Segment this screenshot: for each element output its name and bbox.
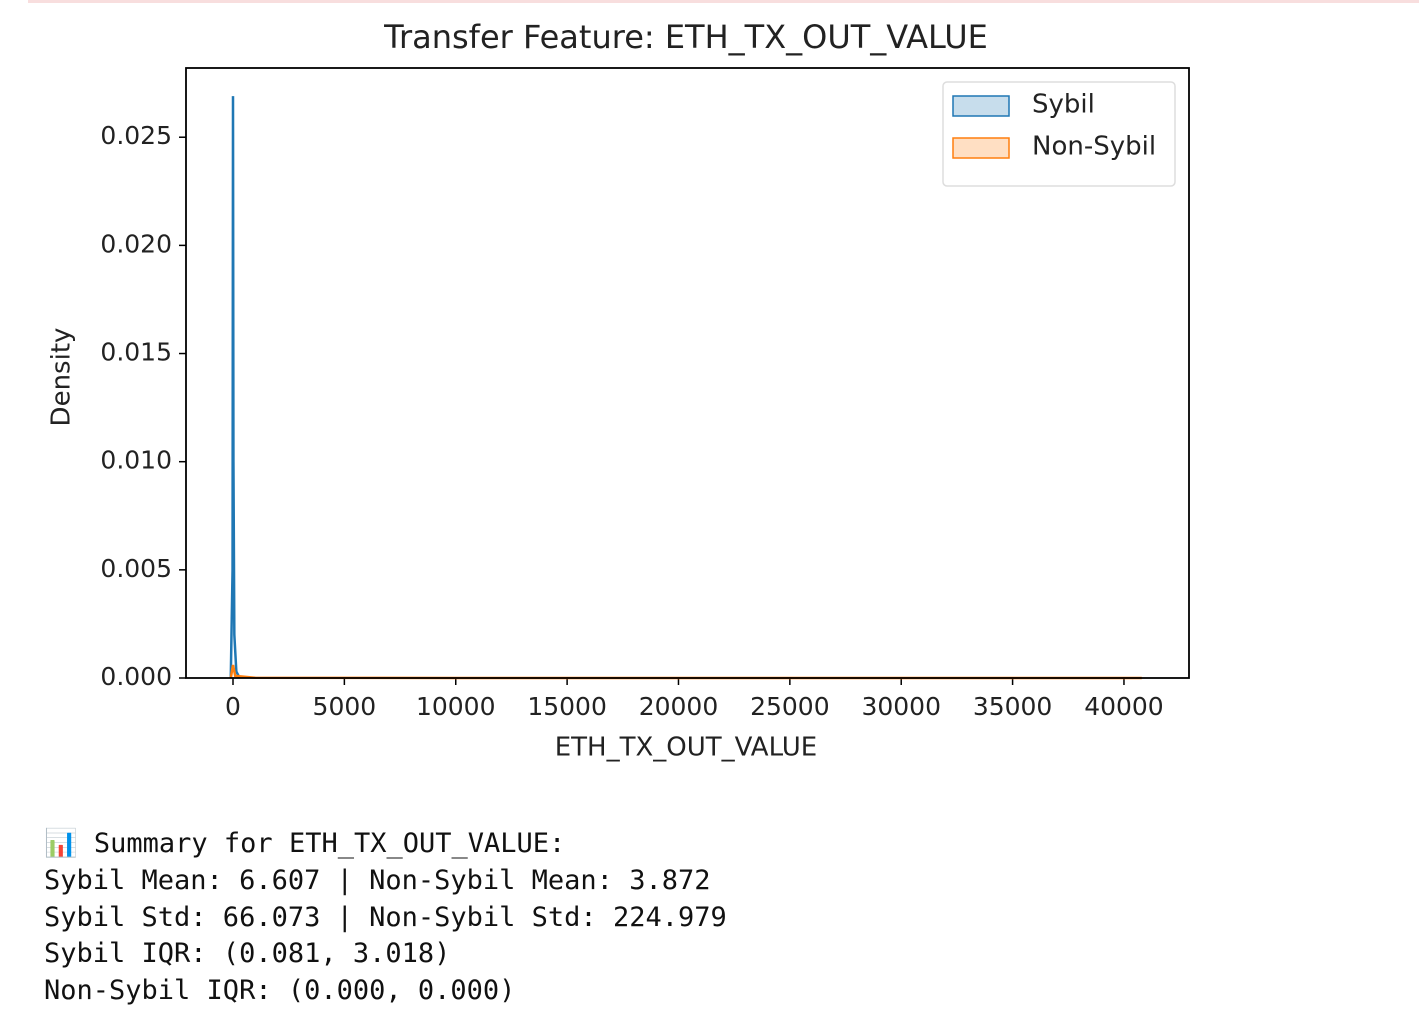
y-tick-label: 0.000 <box>100 662 172 691</box>
x-tick-label: 20000 <box>639 692 719 721</box>
y-tick-label: 0.010 <box>100 446 172 475</box>
x-tick-label: 35000 <box>973 692 1053 721</box>
density-line <box>229 664 1142 680</box>
legend-label: Non-Sybil <box>1032 132 1156 162</box>
summary-output: 📊 Summary for ETH_TX_OUT_VALUE: Sybil Mea… <box>44 826 727 1010</box>
legend-frame <box>942 81 1176 187</box>
x-tick-label: 5000 <box>313 692 377 721</box>
plot-frame <box>185 67 1190 679</box>
legend-label: Sybil <box>1032 90 1095 120</box>
density-line <box>229 96 241 679</box>
summary-line: Sybil Std: 66.073 | Non-Sybil Std: 224.9… <box>44 901 727 933</box>
x-tick-label: 10000 <box>416 692 496 721</box>
x-tick-label: 25000 <box>750 692 830 721</box>
x-tick-label: 30000 <box>861 692 941 721</box>
legend-swatch <box>952 95 1010 117</box>
x-axis-label: ETH_TX_OUT_VALUE <box>555 733 818 763</box>
y-tick-label: 0.005 <box>100 554 172 583</box>
summary-line: Sybil Mean: 6.607 | Non-Sybil Mean: 3.87… <box>44 864 711 896</box>
summary-line: Non-Sybil IQR: (0.000, 0.000) <box>44 975 516 1007</box>
x-tick-label: 0 <box>225 692 241 721</box>
x-tick-label: 40000 <box>1084 692 1164 721</box>
y-axis-label: Density <box>47 328 77 427</box>
y-tick-label: 0.020 <box>100 229 172 258</box>
chart-title: Transfer Feature: ETH_TX_OUT_VALUE <box>383 18 988 56</box>
cell-border <box>28 0 1419 3</box>
summary-line: 📊 Summary for ETH_TX_OUT_VALUE: <box>44 828 566 859</box>
legend: Sybil Non-Sybil <box>942 81 1176 187</box>
chart: Transfer Feature: ETH_TX_OUT_VALUE ETH_T… <box>47 18 1190 763</box>
x-tick-label: 15000 <box>527 692 607 721</box>
summary-line: Sybil IQR: (0.081, 3.018) <box>44 938 451 970</box>
y-tick-label: 0.025 <box>100 121 172 150</box>
legend-swatch <box>952 137 1010 159</box>
y-tick-label: 0.015 <box>100 338 172 367</box>
